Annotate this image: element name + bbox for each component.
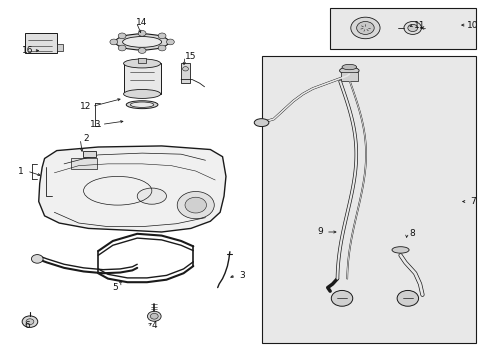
Circle shape [138,48,146,53]
Circle shape [403,22,421,35]
Text: 4: 4 [151,321,157,330]
Circle shape [158,33,165,39]
Ellipse shape [126,101,158,109]
Polygon shape [39,146,225,232]
Circle shape [330,291,352,306]
Text: 16: 16 [22,46,33,55]
Ellipse shape [137,188,166,204]
Circle shape [158,45,165,51]
Text: 13: 13 [90,120,102,129]
Ellipse shape [130,102,154,107]
Bar [340,72,357,81]
Text: 6: 6 [24,321,30,330]
Text: 5: 5 [112,283,118,292]
Text: 3: 3 [239,270,244,279]
Bar [138,58,146,63]
Circle shape [182,67,188,71]
Text: 15: 15 [185,52,196,61]
Ellipse shape [123,59,160,68]
Bar [329,8,475,49]
Circle shape [110,39,118,45]
Circle shape [150,314,158,319]
Ellipse shape [254,119,268,127]
Circle shape [396,291,418,306]
Circle shape [22,316,38,327]
Circle shape [184,197,206,213]
Bar [123,63,160,94]
Ellipse shape [115,34,168,50]
Text: 2: 2 [83,134,89,143]
Circle shape [138,31,146,36]
Circle shape [350,17,379,39]
Ellipse shape [341,64,356,70]
Bar [25,33,57,53]
Circle shape [166,39,174,45]
Bar [71,158,97,169]
Bar [82,151,96,157]
Circle shape [31,255,43,263]
Circle shape [118,33,126,39]
Text: 1: 1 [18,167,24,176]
Ellipse shape [122,37,161,47]
Text: 8: 8 [409,229,415,238]
Bar [57,44,62,51]
Ellipse shape [339,67,358,74]
Text: 11: 11 [413,21,425,30]
Text: 14: 14 [136,18,147,27]
Circle shape [147,311,161,321]
Bar [261,56,475,343]
Circle shape [118,45,126,51]
Ellipse shape [123,89,160,98]
Circle shape [356,22,373,35]
Circle shape [407,24,417,32]
Bar [181,63,189,83]
Text: 10: 10 [466,21,477,30]
Text: 7: 7 [469,197,475,206]
Circle shape [26,319,34,324]
Ellipse shape [391,247,408,253]
Text: 9: 9 [317,228,322,237]
Circle shape [177,192,214,219]
Text: 12: 12 [80,102,92,111]
